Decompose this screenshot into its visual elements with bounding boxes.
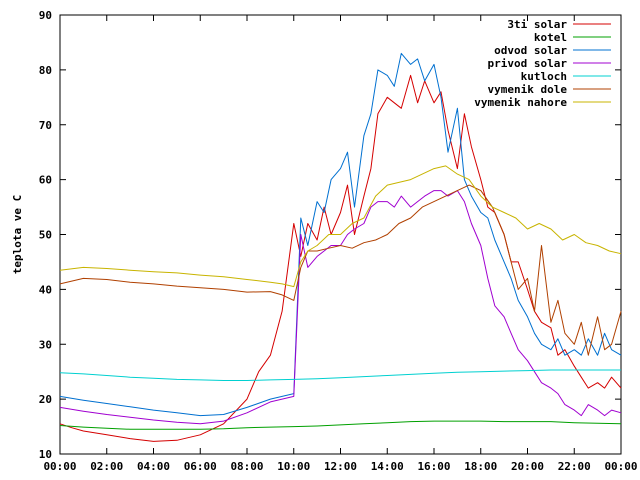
y-tick-label: 50 xyxy=(39,229,52,242)
legend-label: kotel xyxy=(534,31,567,44)
axes: 10 20 30 40 50 60 70 80 90 00:00 02:00 04:00 06:00 08… xyxy=(11,9,638,473)
x-tick-label: 22:00 xyxy=(558,460,591,473)
y-tick-label: 20 xyxy=(39,393,52,406)
y-tick-label: 10 xyxy=(39,448,52,461)
x-tick-label: 10:00 xyxy=(277,460,310,473)
x-tick-label: 00:00 xyxy=(604,460,637,473)
y-tick-label: 70 xyxy=(39,119,52,132)
legend-label: 3ti solar xyxy=(507,18,567,31)
x-tick-label: 20:00 xyxy=(511,460,544,473)
series-group xyxy=(59,52,622,442)
x-tick-label: 08:00 xyxy=(230,460,263,473)
y-tick-label: 80 xyxy=(39,64,52,77)
x-tick-label: 16:00 xyxy=(417,460,450,473)
x-tick-label: 18:00 xyxy=(464,460,497,473)
y-axis-title: teplota ve C xyxy=(11,195,24,274)
x-tick-label: 14:00 xyxy=(371,460,404,473)
x-tick-label: 04:00 xyxy=(137,460,170,473)
series-line-5 xyxy=(59,184,622,356)
x-tick-label: 06:00 xyxy=(184,460,217,473)
series-line-2 xyxy=(59,52,622,417)
legend-label: odvod solar xyxy=(494,44,567,57)
x-tick-label: 00:00 xyxy=(43,460,76,473)
series-line-1 xyxy=(59,420,622,430)
series-line-3 xyxy=(59,190,622,425)
legend-label: privod solar xyxy=(488,57,568,70)
series-line-0 xyxy=(59,74,622,442)
y-tick-label: 40 xyxy=(39,283,52,296)
legend-label: vymenik dole xyxy=(488,83,568,96)
y-tick-label: 90 xyxy=(39,9,52,22)
series-line-4 xyxy=(59,369,621,381)
y-tick-label: 60 xyxy=(39,174,52,187)
y-tick-label: 30 xyxy=(39,338,52,351)
legend-label: kutloch xyxy=(521,70,567,83)
series-line-6 xyxy=(59,165,622,288)
legend-label: vymenik nahore xyxy=(474,96,567,109)
x-tick-label: 02:00 xyxy=(90,460,123,473)
x-tick-label: 12:00 xyxy=(324,460,357,473)
